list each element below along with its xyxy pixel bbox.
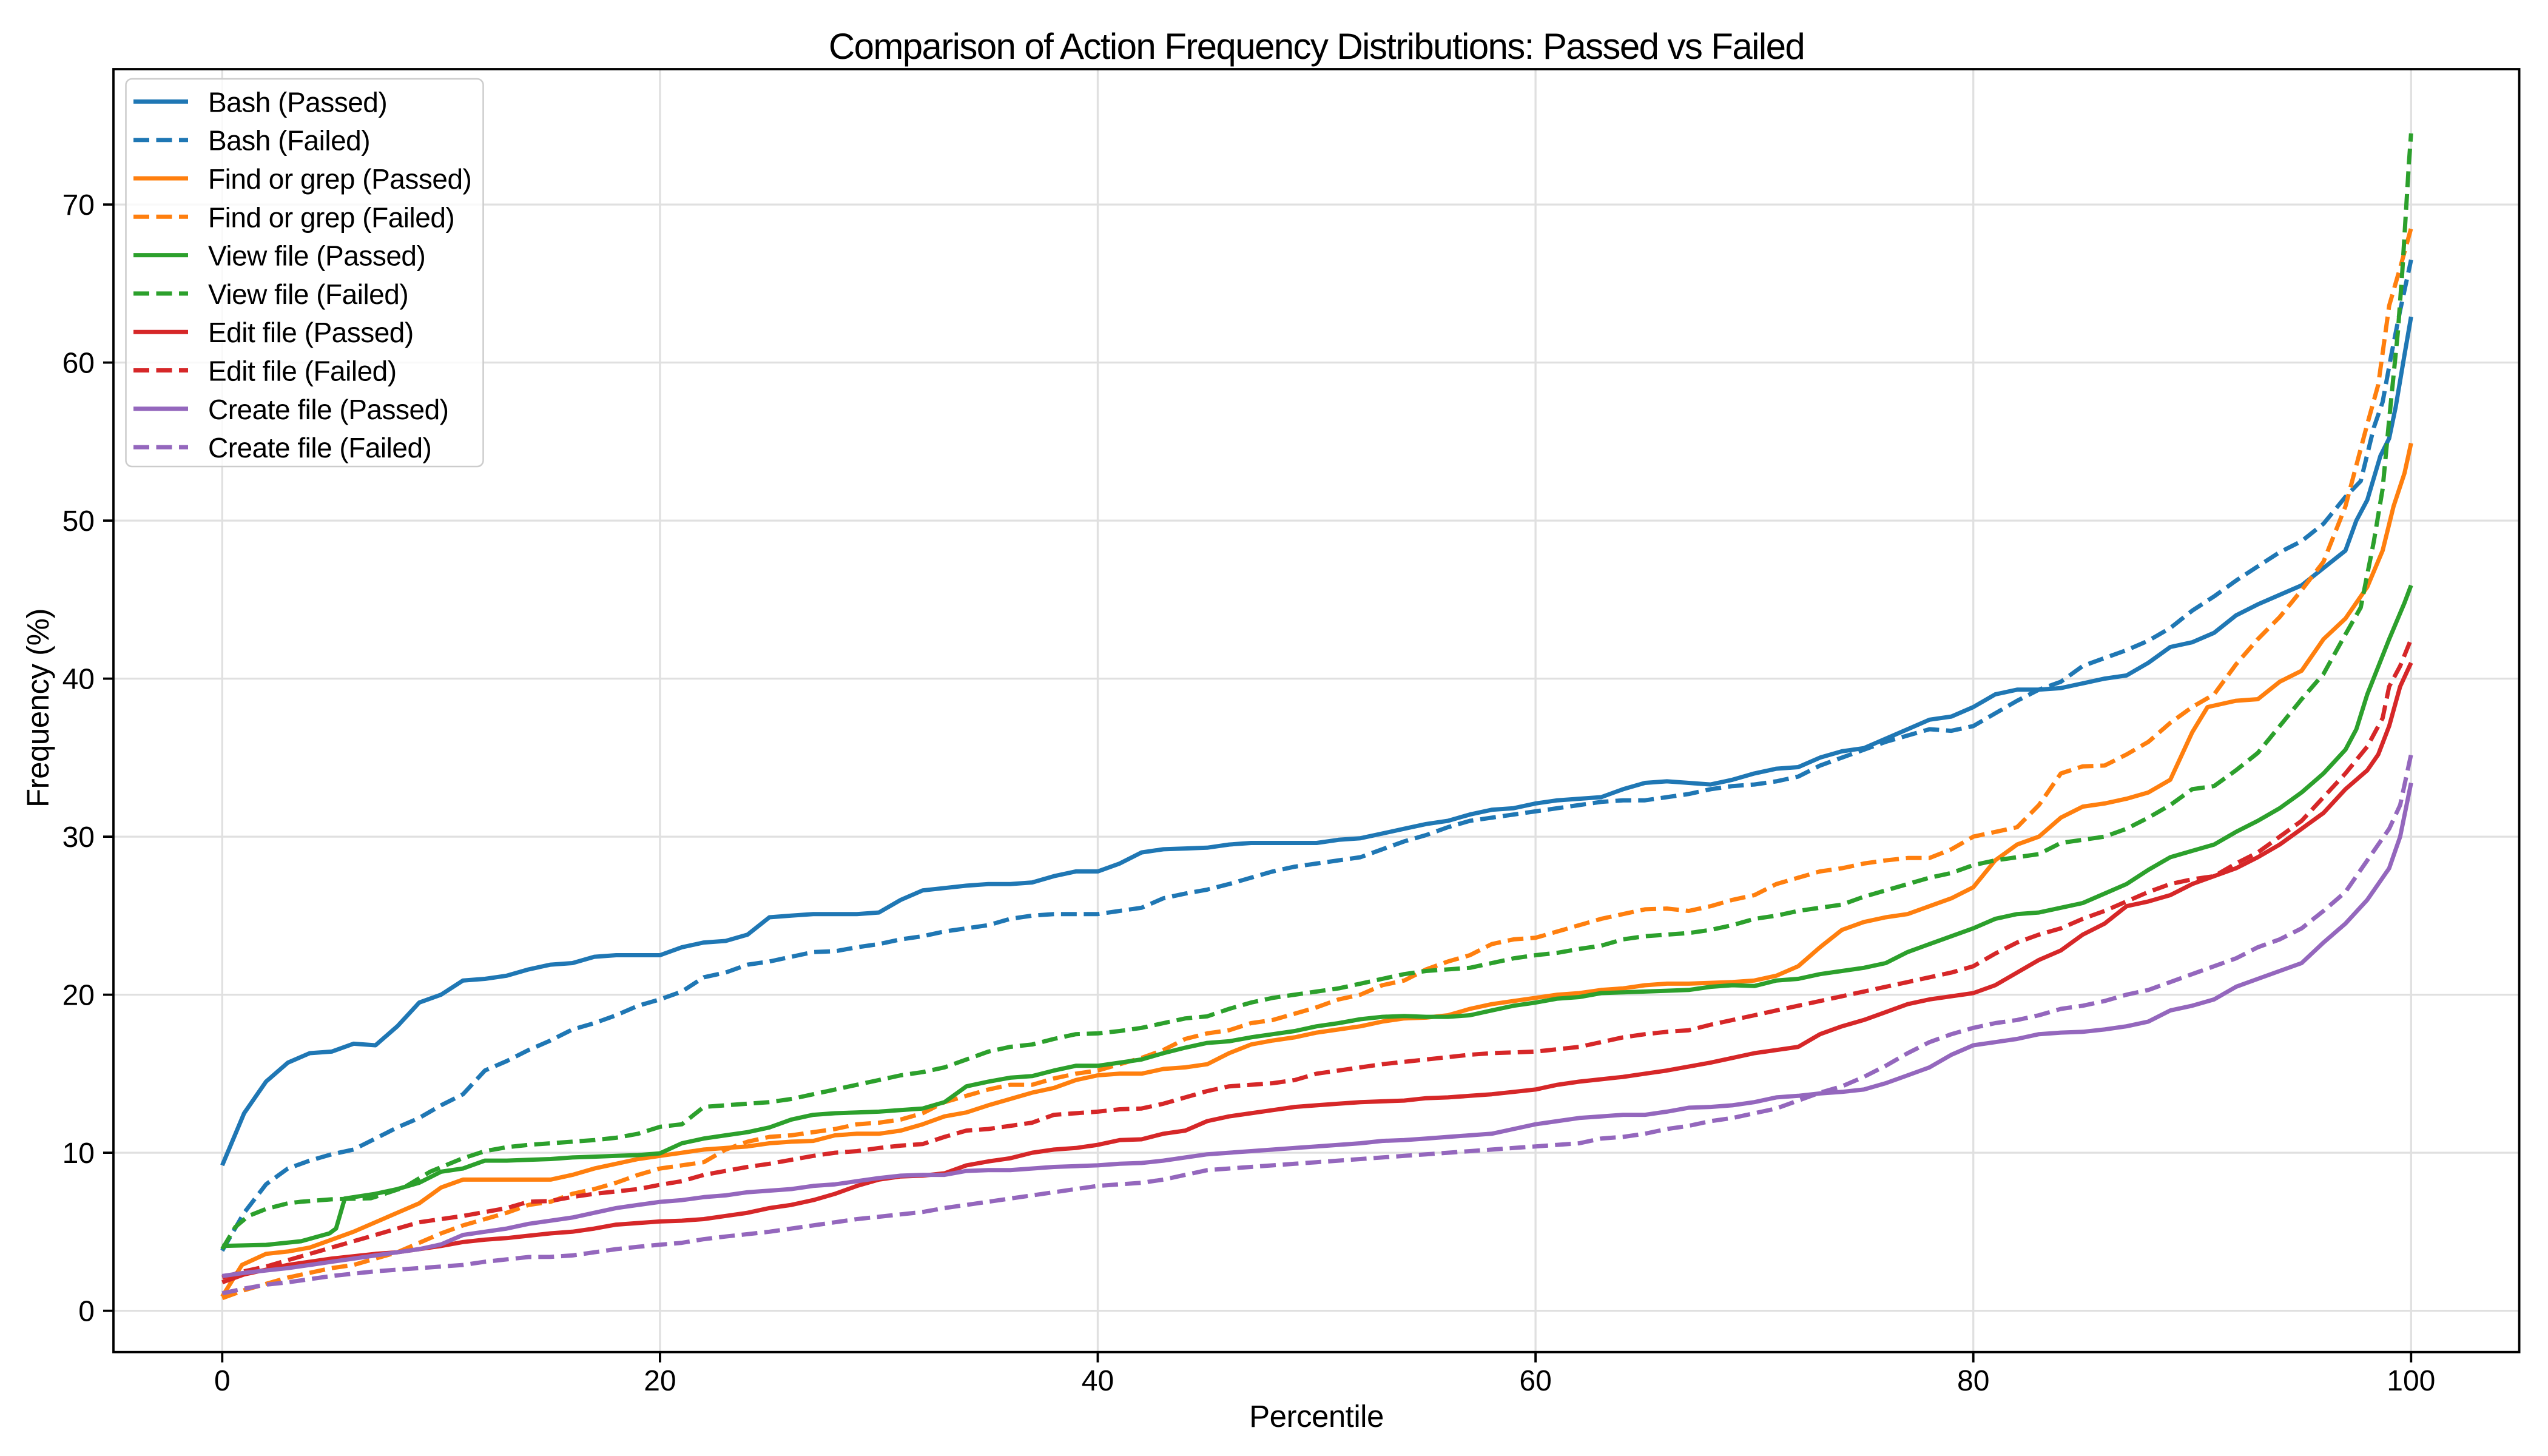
svg-text:30: 30 <box>62 821 95 854</box>
svg-text:Edit file (Passed): Edit file (Passed) <box>208 317 414 348</box>
svg-text:0: 0 <box>78 1296 95 1328</box>
svg-text:Find or grep (Passed): Find or grep (Passed) <box>208 163 471 195</box>
svg-text:80: 80 <box>1957 1365 1989 1397</box>
svg-text:0: 0 <box>214 1365 231 1397</box>
svg-text:Edit file (Failed): Edit file (Failed) <box>208 356 397 387</box>
svg-text:Percentile: Percentile <box>1249 1399 1384 1434</box>
svg-text:60: 60 <box>1519 1365 1551 1397</box>
svg-text:View file (Passed): View file (Passed) <box>208 240 425 272</box>
svg-text:Find or grep (Failed): Find or grep (Failed) <box>208 201 454 233</box>
svg-text:40: 40 <box>62 664 95 696</box>
svg-text:70: 70 <box>62 189 95 221</box>
svg-text:Bash (Failed): Bash (Failed) <box>208 125 370 157</box>
svg-text:Bash (Passed): Bash (Passed) <box>208 86 387 118</box>
svg-text:60: 60 <box>62 348 95 380</box>
svg-text:Frequency (%): Frequency (%) <box>21 608 55 807</box>
svg-text:50: 50 <box>62 505 95 538</box>
svg-text:20: 20 <box>62 980 95 1012</box>
svg-text:View file (Failed): View file (Failed) <box>208 278 408 310</box>
svg-text:Create file (Passed): Create file (Passed) <box>208 394 449 425</box>
svg-text:100: 100 <box>2387 1365 2435 1397</box>
svg-text:20: 20 <box>644 1365 676 1397</box>
svg-text:Create file (Failed): Create file (Failed) <box>208 432 431 463</box>
svg-text:Comparison of Action Frequency: Comparison of Action Frequency Distribut… <box>829 26 1804 67</box>
svg-text:10: 10 <box>62 1138 95 1170</box>
svg-text:40: 40 <box>1082 1365 1114 1397</box>
